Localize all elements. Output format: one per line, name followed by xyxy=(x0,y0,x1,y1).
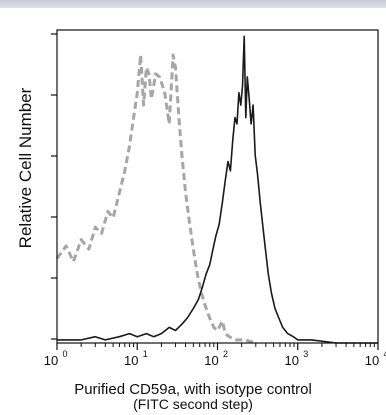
series-layer xyxy=(55,35,378,345)
top-band xyxy=(0,0,386,8)
x-tick-exponent: 0 xyxy=(62,349,67,359)
x-axis-label: Purified CD59a, with isotype control xyxy=(74,381,312,398)
x-tick-label: 10 xyxy=(365,353,379,368)
x-tick-label: 10 xyxy=(204,353,218,368)
y-axis-label: Relative Cell Number xyxy=(16,87,35,249)
series-solid-line xyxy=(57,35,378,344)
axes-layer: 10 0 10 1 10 2 10 3 10 4 xyxy=(44,29,386,368)
x-tick-label: 10 xyxy=(44,353,58,368)
x-tick-exponent: 4 xyxy=(383,349,386,359)
x-tick-exponent: 3 xyxy=(303,349,308,359)
plot-frame xyxy=(56,29,379,344)
x-tick-label: 10 xyxy=(285,353,299,368)
series-dashed-line xyxy=(55,53,257,345)
x-tick-label: 10 xyxy=(124,353,138,368)
x-axis-label-line2: (FITC second step) xyxy=(133,396,253,412)
x-tick-exponent: 1 xyxy=(143,349,148,359)
x-tick-exponent: 2 xyxy=(223,349,228,359)
